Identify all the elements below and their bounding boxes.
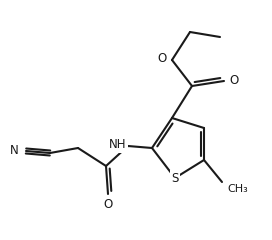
Text: CH₃: CH₃: [227, 184, 248, 194]
Text: O: O: [229, 74, 239, 88]
Text: O: O: [158, 52, 167, 65]
Text: O: O: [103, 198, 113, 210]
Text: NH: NH: [109, 138, 126, 151]
Text: S: S: [171, 172, 179, 185]
Text: N: N: [10, 144, 19, 157]
